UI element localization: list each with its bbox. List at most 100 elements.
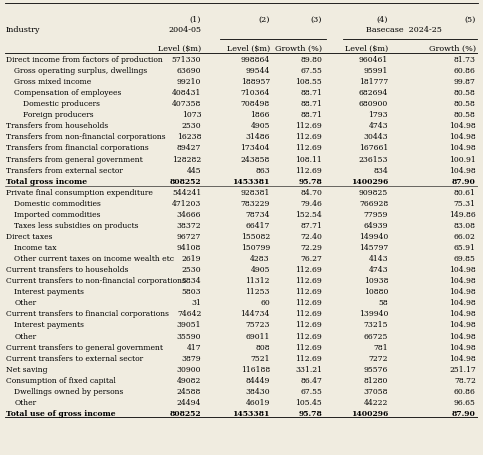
Text: 83.08: 83.08 — [454, 222, 476, 229]
Text: 31: 31 — [191, 298, 201, 307]
Text: Consumption of fixed capital: Consumption of fixed capital — [6, 376, 115, 384]
Text: 2530: 2530 — [182, 122, 201, 130]
Text: 30900: 30900 — [177, 365, 201, 373]
Text: 80.58: 80.58 — [454, 100, 476, 108]
Text: (4): (4) — [377, 16, 388, 24]
Text: 30443: 30443 — [364, 133, 388, 141]
Text: 1073: 1073 — [182, 111, 201, 119]
Text: Transfers from households: Transfers from households — [6, 122, 108, 130]
Text: 251.17: 251.17 — [449, 365, 476, 373]
Text: 69011: 69011 — [245, 332, 270, 340]
Text: 104.98: 104.98 — [449, 332, 476, 340]
Text: 144734: 144734 — [241, 310, 270, 318]
Text: 998864: 998864 — [241, 56, 270, 64]
Text: (3): (3) — [311, 16, 322, 24]
Text: 99.87: 99.87 — [454, 78, 476, 86]
Text: 863: 863 — [255, 166, 270, 174]
Text: 331.21: 331.21 — [295, 365, 322, 373]
Text: 108.55: 108.55 — [295, 78, 322, 86]
Text: 34666: 34666 — [177, 210, 201, 218]
Text: 4905: 4905 — [250, 122, 270, 130]
Text: 89427: 89427 — [177, 144, 201, 152]
Text: 571330: 571330 — [172, 56, 201, 64]
Text: Current transfers to external sector: Current transfers to external sector — [6, 354, 143, 362]
Text: 69.85: 69.85 — [454, 254, 476, 263]
Text: Private final consumption expenditure: Private final consumption expenditure — [6, 188, 153, 196]
Text: 87.90: 87.90 — [452, 409, 476, 417]
Text: Transfers from financial corporations: Transfers from financial corporations — [6, 144, 149, 152]
Text: 155082: 155082 — [241, 233, 270, 240]
Text: 80.58: 80.58 — [454, 111, 476, 119]
Text: 60.86: 60.86 — [454, 67, 476, 75]
Text: 928381: 928381 — [241, 188, 270, 196]
Text: 66.02: 66.02 — [454, 233, 476, 240]
Text: 188957: 188957 — [241, 78, 270, 86]
Text: 11253: 11253 — [245, 288, 270, 296]
Text: Taxes less subsidies on products: Taxes less subsidies on products — [14, 222, 139, 229]
Text: Direct income from factors of production: Direct income from factors of production — [6, 56, 162, 64]
Text: 112.69: 112.69 — [295, 298, 322, 307]
Text: 145797: 145797 — [359, 243, 388, 252]
Text: 544241: 544241 — [172, 188, 201, 196]
Text: 37058: 37058 — [364, 387, 388, 395]
Text: Interest payments: Interest payments — [14, 321, 85, 329]
Text: 99544: 99544 — [245, 67, 270, 75]
Text: Domestic producers: Domestic producers — [23, 100, 100, 108]
Text: 112.69: 112.69 — [295, 354, 322, 362]
Text: 63690: 63690 — [177, 67, 201, 75]
Text: Transfers from external sector: Transfers from external sector — [6, 166, 123, 174]
Text: 1453381: 1453381 — [232, 409, 270, 417]
Text: 78.72: 78.72 — [454, 376, 476, 384]
Text: Gross operating surplus, dwellings: Gross operating surplus, dwellings — [14, 67, 147, 75]
Text: 72.29: 72.29 — [300, 243, 322, 252]
Text: 80.61: 80.61 — [454, 188, 476, 196]
Text: 104.98: 104.98 — [449, 277, 476, 284]
Text: 960461: 960461 — [359, 56, 388, 64]
Text: 708498: 708498 — [241, 100, 270, 108]
Text: 35590: 35590 — [177, 332, 201, 340]
Text: 81280: 81280 — [364, 376, 388, 384]
Text: 95.78: 95.78 — [298, 177, 322, 185]
Text: 89.80: 89.80 — [300, 56, 322, 64]
Text: 80.58: 80.58 — [454, 89, 476, 97]
Text: 112.69: 112.69 — [295, 122, 322, 130]
Text: 1400296: 1400296 — [351, 409, 388, 417]
Text: Basecase  2024-25: Basecase 2024-25 — [366, 26, 441, 34]
Text: 5834: 5834 — [182, 277, 201, 284]
Text: 87.71: 87.71 — [300, 222, 322, 229]
Text: 84449: 84449 — [245, 376, 270, 384]
Text: (1): (1) — [190, 16, 201, 24]
Text: 417: 417 — [186, 343, 201, 351]
Text: 104.98: 104.98 — [449, 166, 476, 174]
Text: 128282: 128282 — [172, 155, 201, 163]
Text: Total use of gross income: Total use of gross income — [6, 409, 115, 417]
Text: Imported commodities: Imported commodities — [14, 210, 101, 218]
Text: Dwellings owned by persons: Dwellings owned by persons — [14, 387, 124, 395]
Text: Domestic commodities: Domestic commodities — [14, 199, 101, 207]
Text: 104.98: 104.98 — [449, 144, 476, 152]
Text: Industry: Industry — [6, 26, 40, 34]
Text: 167661: 167661 — [359, 144, 388, 152]
Text: 104.98: 104.98 — [449, 298, 476, 307]
Text: 408431: 408431 — [172, 89, 201, 97]
Text: 78734: 78734 — [245, 210, 270, 218]
Text: Growth (%): Growth (%) — [275, 45, 322, 53]
Text: 104.98: 104.98 — [449, 133, 476, 141]
Text: 139940: 139940 — [359, 310, 388, 318]
Text: 181777: 181777 — [359, 78, 388, 86]
Text: 766928: 766928 — [359, 199, 388, 207]
Text: 60: 60 — [260, 298, 270, 307]
Text: Other: Other — [14, 332, 36, 340]
Text: 909825: 909825 — [359, 188, 388, 196]
Text: 173404: 173404 — [241, 144, 270, 152]
Text: Transfers from general government: Transfers from general government — [6, 155, 142, 163]
Text: 4283: 4283 — [250, 254, 270, 263]
Text: Transfers from non-financial corporations: Transfers from non-financial corporation… — [6, 133, 165, 141]
Text: Income tax: Income tax — [14, 243, 57, 252]
Text: 4743: 4743 — [369, 122, 388, 130]
Text: 445: 445 — [186, 166, 201, 174]
Text: 112.69: 112.69 — [295, 310, 322, 318]
Text: Current transfers to non-financial corporations: Current transfers to non-financial corpo… — [6, 277, 185, 284]
Text: 65.91: 65.91 — [454, 243, 476, 252]
Text: 808252: 808252 — [170, 409, 201, 417]
